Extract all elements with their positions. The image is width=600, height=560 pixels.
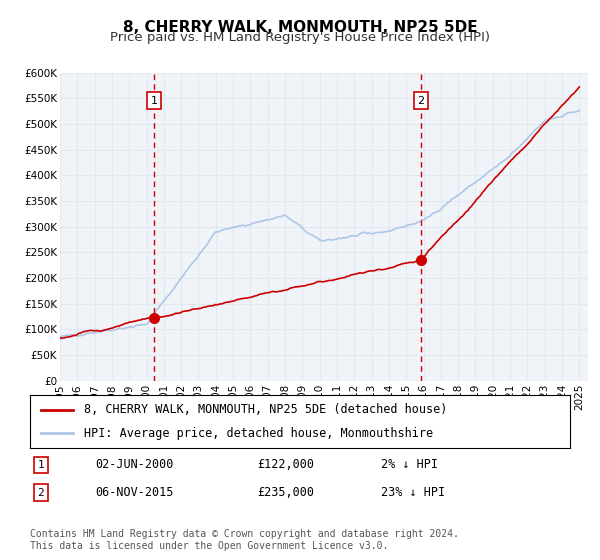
Text: 2: 2 [417,96,424,105]
Text: 2: 2 [37,488,44,498]
Text: 1: 1 [151,96,157,105]
Text: HPI: Average price, detached house, Monmouthshire: HPI: Average price, detached house, Monm… [84,427,433,440]
Text: Price paid vs. HM Land Registry's House Price Index (HPI): Price paid vs. HM Land Registry's House … [110,31,490,44]
Text: 2% ↓ HPI: 2% ↓ HPI [381,459,438,472]
Text: 1: 1 [37,460,44,470]
Text: 06-NOV-2015: 06-NOV-2015 [95,486,173,499]
Text: 8, CHERRY WALK, MONMOUTH, NP25 5DE: 8, CHERRY WALK, MONMOUTH, NP25 5DE [122,20,478,35]
Text: £235,000: £235,000 [257,486,314,499]
Text: 02-JUN-2000: 02-JUN-2000 [95,459,173,472]
Text: 8, CHERRY WALK, MONMOUTH, NP25 5DE (detached house): 8, CHERRY WALK, MONMOUTH, NP25 5DE (deta… [84,403,448,416]
Text: 23% ↓ HPI: 23% ↓ HPI [381,486,445,499]
Text: Contains HM Land Registry data © Crown copyright and database right 2024.
This d: Contains HM Land Registry data © Crown c… [30,529,459,551]
Text: £122,000: £122,000 [257,459,314,472]
